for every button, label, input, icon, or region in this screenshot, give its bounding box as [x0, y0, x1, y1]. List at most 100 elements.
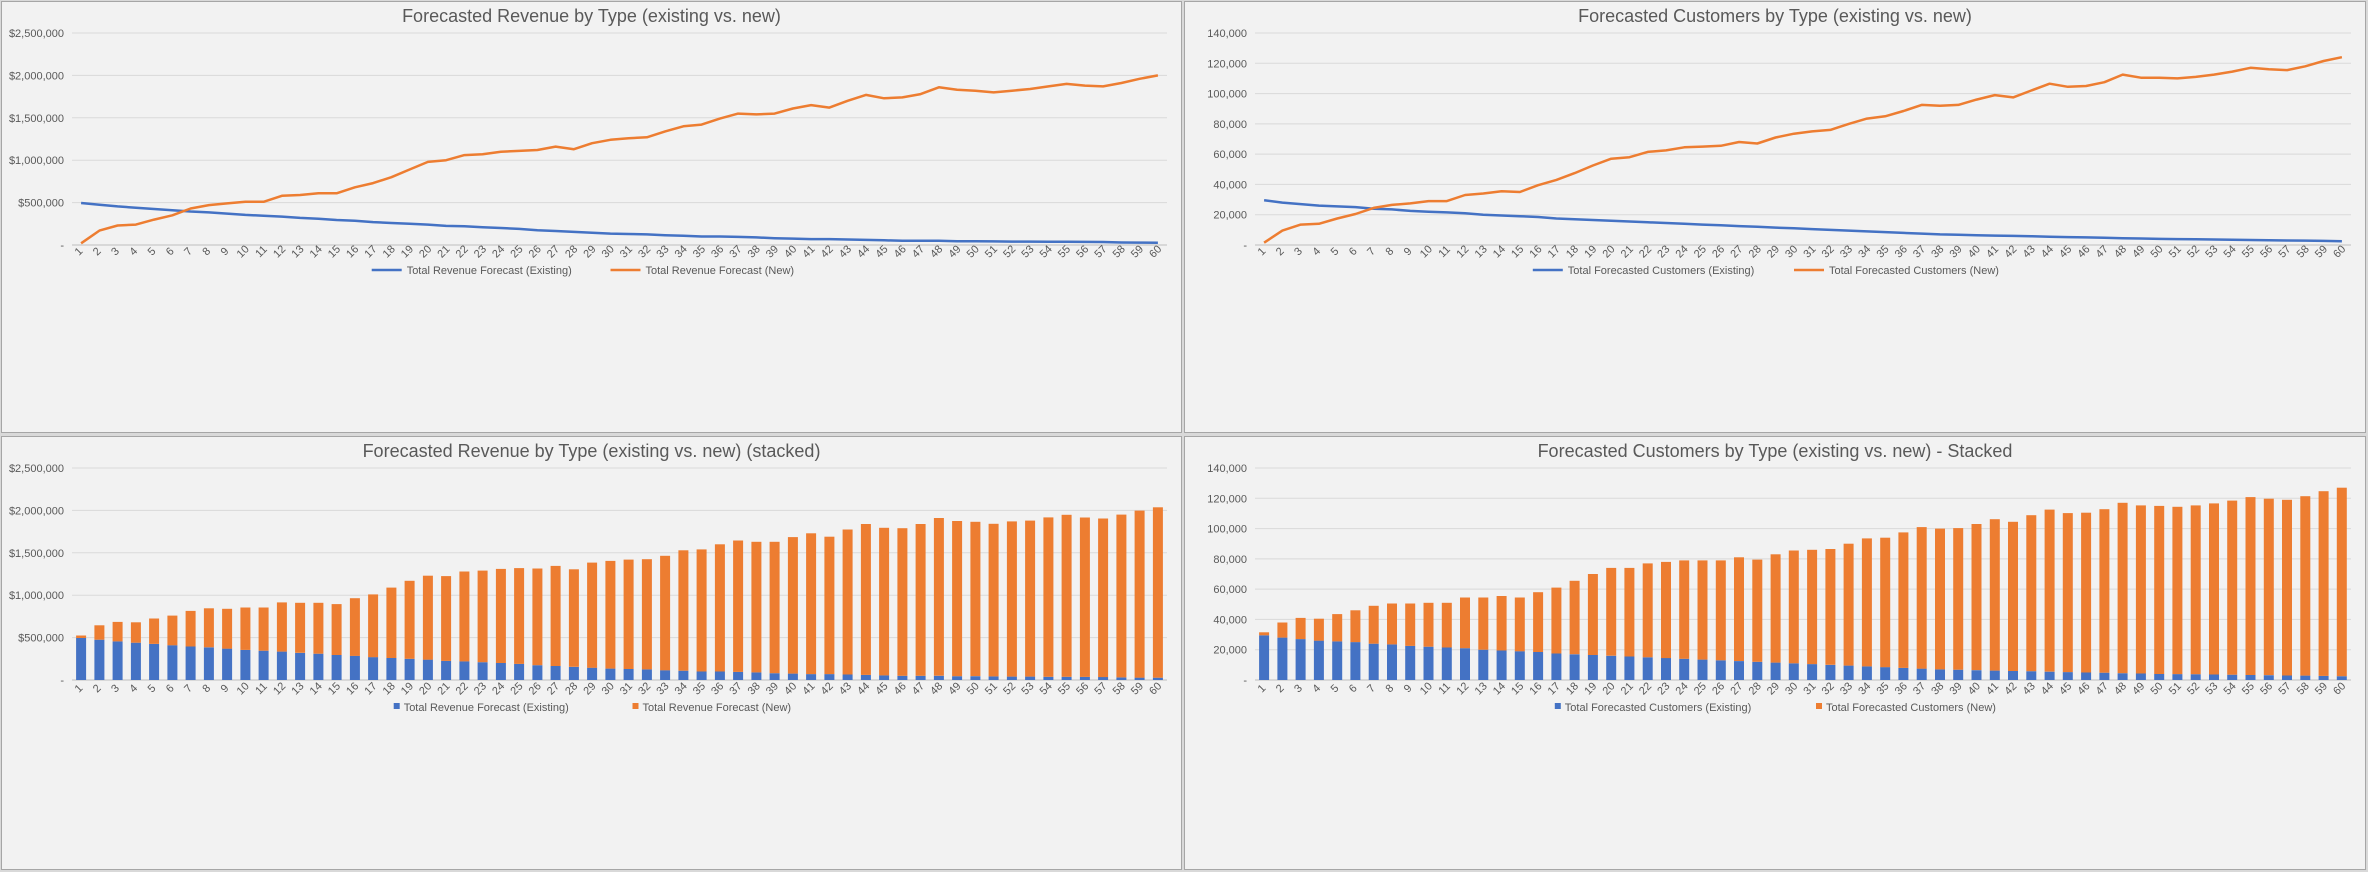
- bar-existing: [94, 639, 105, 680]
- bar-existing: [1898, 667, 1909, 680]
- x-tick-label: 33: [1838, 243, 1855, 260]
- x-tick-label: 6: [164, 682, 177, 695]
- x-tick-label: 39: [764, 680, 781, 697]
- x-tick-label: 9: [219, 245, 232, 258]
- bar-existing: [824, 674, 835, 680]
- bar-existing: [2026, 671, 2037, 680]
- x-tick-label: 44: [2039, 243, 2056, 260]
- bar-existing: [404, 658, 415, 680]
- x-tick-label: 9: [1402, 682, 1415, 695]
- bar-existing: [2282, 675, 2292, 680]
- bar-existing: [1116, 677, 1127, 680]
- x-tick-label: 43: [837, 680, 854, 697]
- bar-existing: [2008, 670, 2018, 680]
- x-tick-label: 21: [1619, 680, 1636, 697]
- bar-new: [806, 533, 817, 675]
- x-tick-label: 6: [164, 245, 177, 258]
- bar-existing: [112, 641, 123, 680]
- x-tick-label: 40: [782, 680, 799, 697]
- x-tick-label: 50: [2149, 243, 2166, 260]
- x-tick-label: 24: [490, 243, 507, 260]
- x-tick-label: 11: [253, 681, 270, 698]
- bar-new: [1006, 521, 1017, 677]
- x-tick-label: 18: [1564, 680, 1581, 697]
- x-tick-label: 59: [1129, 680, 1146, 697]
- x-tick-label: 48: [928, 243, 945, 260]
- bar-new: [1752, 559, 1763, 662]
- x-tick-label: 31: [1801, 680, 1818, 697]
- legend-label: Total Revenue Forecast (New): [646, 265, 795, 277]
- bar-existing: [441, 660, 452, 680]
- x-tick-label: 31: [618, 680, 635, 697]
- bar-new: [1277, 622, 1288, 638]
- x-tick-label: 37: [1911, 680, 1928, 697]
- x-tick-label: 57: [1092, 243, 1109, 260]
- y-tick-label: 40,000: [1213, 614, 1247, 626]
- x-tick-label: 9: [219, 682, 232, 695]
- x-tick-label: 56: [1074, 680, 1091, 697]
- bar-existing: [915, 675, 926, 680]
- x-tick-label: 32: [1820, 243, 1837, 260]
- y-tick-label: 80,000: [1213, 554, 1247, 566]
- y-tick-label: 80,000: [1213, 119, 1247, 131]
- x-tick-label: 35: [1875, 243, 1892, 260]
- bar-new: [167, 615, 178, 646]
- bar-existing: [349, 655, 360, 680]
- x-tick-label: 28: [1747, 243, 1764, 260]
- bar-existing: [1788, 663, 1799, 680]
- legend-label: Total Forecasted Customers (New): [1829, 265, 1999, 277]
- x-tick-label: 38: [1929, 680, 1946, 697]
- bar-new: [2282, 499, 2292, 676]
- bar-existing: [1277, 637, 1288, 680]
- bar-new: [2099, 509, 2110, 673]
- bar-existing: [1606, 655, 1617, 680]
- x-tick-label: 57: [1092, 680, 1109, 697]
- bar-existing: [1079, 676, 1090, 680]
- bar-new: [1697, 560, 1708, 660]
- x-tick-label: 43: [2021, 680, 2038, 697]
- x-tick-label: 10: [235, 680, 252, 697]
- x-tick-label: 44: [2039, 680, 2056, 697]
- y-tick-label: $1,000,000: [9, 155, 64, 167]
- y-tick-label: 60,000: [1213, 584, 1247, 596]
- bar-existing: [2081, 672, 2092, 680]
- x-tick-label: 3: [1292, 682, 1305, 695]
- bar-existing: [532, 665, 543, 680]
- x-tick-label: 8: [1383, 245, 1396, 258]
- bar-existing: [386, 658, 397, 680]
- bar-existing: [2245, 675, 2256, 680]
- bar-new: [696, 549, 707, 672]
- bar-new: [860, 524, 871, 675]
- bar-new: [1770, 554, 1781, 663]
- bar-new: [1715, 560, 1726, 661]
- x-tick-label: 48: [928, 680, 945, 697]
- x-tick-label: 39: [1948, 680, 1965, 697]
- bar-new: [2008, 521, 2018, 671]
- bar-new: [550, 565, 561, 666]
- x-tick-label: 24: [490, 680, 507, 697]
- bar-new: [1788, 550, 1799, 664]
- customers-stacked-bar-chart: Forecasted Customers by Type (existing v…: [1184, 436, 2366, 870]
- x-tick-label: 47: [910, 243, 927, 260]
- x-tick-label: 37: [727, 680, 744, 697]
- x-tick-label: 13: [289, 680, 306, 697]
- x-tick-label: 34: [673, 680, 690, 697]
- y-tick-label: $1,500,000: [9, 548, 64, 560]
- x-tick-label: 17: [1546, 243, 1563, 260]
- x-tick-label: 54: [2222, 680, 2239, 697]
- bar-new: [1043, 517, 1054, 677]
- bar-existing: [1679, 658, 1690, 680]
- bar-new: [532, 568, 543, 666]
- bar-new: [933, 518, 944, 676]
- bar-existing: [641, 669, 652, 680]
- customers-line-chart: Forecasted Customers by Type (existing v…: [1184, 1, 2366, 433]
- x-tick-label: 32: [636, 680, 653, 697]
- bar-new: [2190, 505, 2201, 675]
- x-tick-label: 11: [253, 244, 270, 261]
- x-tick-label: 48: [2112, 680, 2129, 697]
- bar-existing: [76, 638, 87, 680]
- bar-existing: [842, 674, 853, 680]
- y-tick-label: 100,000: [1207, 524, 1247, 536]
- x-tick-label: 43: [837, 243, 854, 260]
- bar-existing: [295, 652, 306, 680]
